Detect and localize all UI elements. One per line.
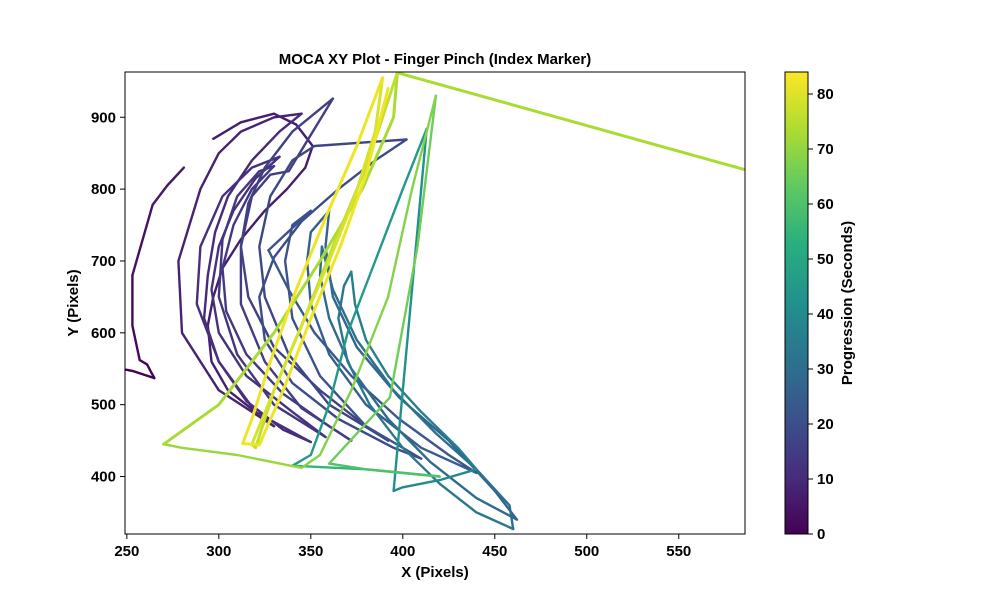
trajectory-segment (151, 166, 186, 207)
trajectory-segment (392, 127, 428, 493)
x-tick-label: 350 (298, 543, 323, 560)
y-tick-label: 700 (91, 253, 116, 270)
trajectory-segment (328, 94, 438, 465)
trajectory-segment (258, 138, 423, 460)
colorbar-tick-label: 20 (817, 416, 834, 433)
y-axis-label: Y (Pixels) (65, 269, 82, 336)
trajectory-segment (202, 112, 312, 444)
trajectory-segment (324, 209, 519, 521)
y-tick-label: 500 (91, 397, 116, 414)
trajectory-segment (206, 112, 314, 428)
x-tick-label: 450 (482, 543, 507, 560)
chart-title: MOCA XY Plot - Finger Pinch (Index Marke… (279, 51, 592, 68)
y-tick-label: 400 (91, 469, 116, 486)
trajectory-segment (258, 138, 408, 442)
trajectory-segment (392, 468, 478, 493)
colorbar-tick-label: 10 (817, 471, 834, 488)
trajectory-segment (291, 127, 428, 467)
trajectory-segment (217, 164, 327, 439)
trajectory-segment (337, 270, 515, 531)
trajectory-segment (195, 155, 312, 444)
y-axis-ticks: 400 500 600 700 800 900 (91, 109, 125, 486)
y-tick-label: 900 (91, 109, 116, 126)
trajectory-segment (239, 97, 353, 442)
colorbar-frame (784, 71, 809, 535)
trajectory-segment (131, 203, 154, 277)
trajectory-segment (267, 249, 478, 475)
colorbar-tick-label: 30 (817, 361, 834, 378)
colorbar (785, 72, 808, 534)
trajectory-segment (250, 76, 385, 446)
trajectory-segment (305, 209, 478, 475)
plot-frame (124, 71, 746, 535)
colorbar-label: Progression (Seconds) (839, 221, 856, 385)
trajectory-segment (162, 443, 303, 470)
trajectory-segment (300, 94, 438, 470)
trajectory-segment (320, 245, 515, 531)
x-tick-label: 550 (666, 543, 691, 560)
colorbar-ticks: 0 10 20 30 40 50 60 70 80 (808, 86, 834, 543)
colorbar-tick-label: 50 (817, 251, 834, 268)
colorbar-tick-label: 40 (817, 306, 834, 323)
colorbar-tick-label: 60 (817, 196, 834, 213)
trajectory-segment (138, 358, 156, 380)
trajectory-segment (177, 112, 303, 428)
trajectory-segment (131, 274, 141, 362)
y-tick-label: 800 (91, 181, 116, 198)
x-tick-label: 500 (574, 543, 599, 560)
y-tick-label: 600 (91, 325, 116, 342)
trajectory-segment (328, 462, 441, 478)
x-tick-label: 250 (114, 543, 139, 560)
trajectory-traces (125, 72, 745, 531)
trajectory-segment (210, 155, 327, 439)
trajectory-segment (350, 270, 478, 471)
trajectory-segment (241, 76, 390, 447)
colorbar-tick-label: 70 (817, 141, 834, 158)
x-tick-label: 400 (390, 543, 415, 560)
x-axis-ticks: 250 300 350 400 450 500 550 (114, 534, 691, 560)
colorbar-tick-label: 0 (817, 526, 825, 543)
trajectory-segment (125, 368, 156, 380)
x-axis-label: X (Pixels) (401, 564, 469, 581)
x-tick-label: 300 (206, 543, 231, 560)
colorbar-tick-label: 80 (817, 86, 834, 103)
